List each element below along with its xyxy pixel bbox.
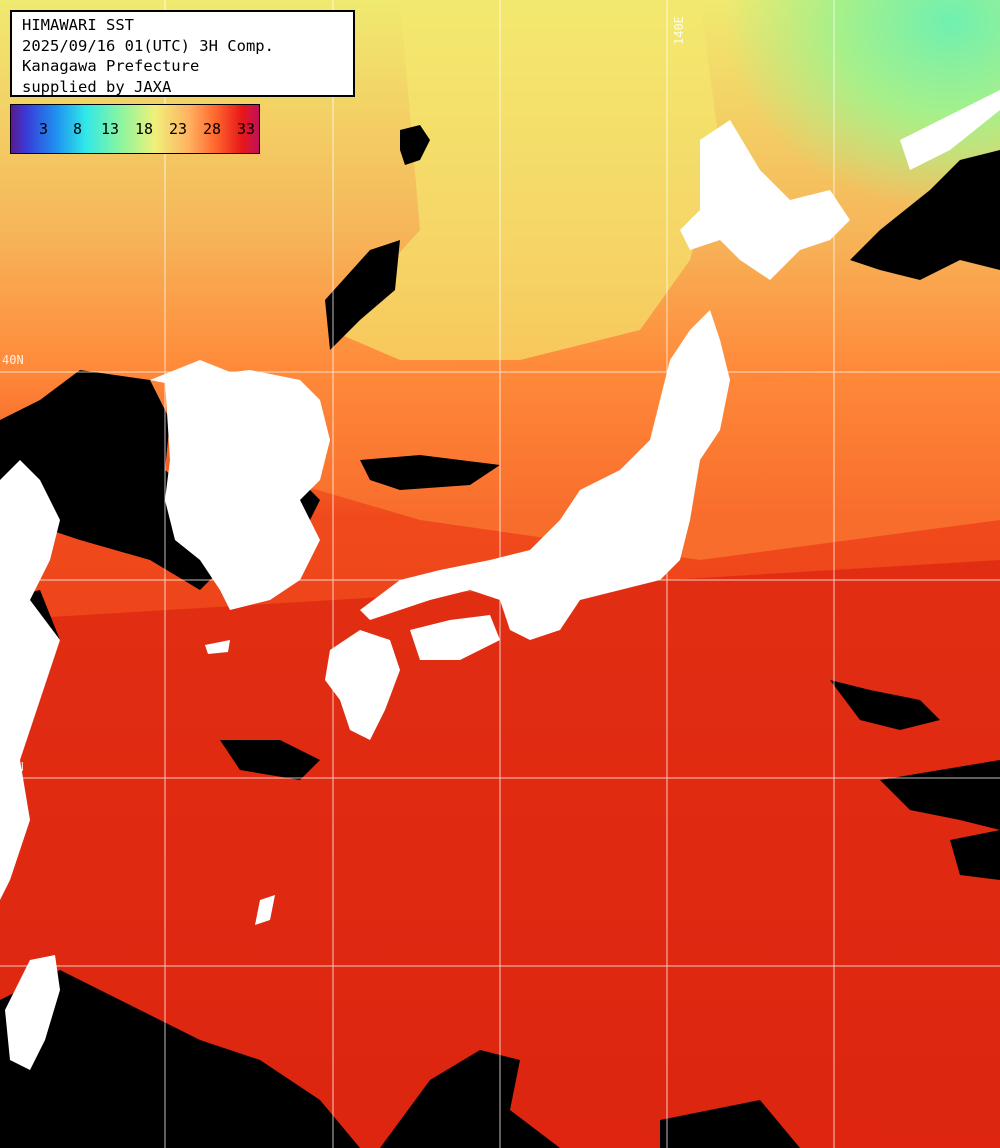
temperature-legend: 3 8 13 18 23 28 33 [10, 104, 260, 154]
land-island-2 [255, 895, 275, 925]
legend-tick: 3 [39, 120, 49, 138]
legend-tick: 23 [169, 120, 188, 138]
legend-tick: 33 [237, 120, 256, 138]
land-shikoku [410, 615, 500, 660]
land-masses [0, 90, 1000, 1070]
legend-tick: 13 [101, 120, 120, 138]
cloud-east-3 [950, 830, 1000, 880]
land-kyushu [325, 630, 400, 740]
info-supplier: supplied by JAXA [22, 77, 172, 96]
sea-of-japan-cool-water [330, 0, 720, 360]
land-honshu [360, 310, 730, 640]
cloud-far-south-east [660, 1100, 800, 1148]
cloud-southwest [0, 970, 360, 1148]
cloud-cover [0, 150, 1000, 1148]
legend-tick: 8 [73, 120, 83, 138]
land-taiwan [5, 955, 60, 1070]
lat-label-40n: 40N [2, 353, 24, 367]
lat-label-30n: 30N [2, 760, 24, 774]
land-manchuria [150, 360, 250, 390]
land-island-1 [205, 640, 230, 654]
cloud-small-north [400, 125, 430, 165]
info-prefecture: Kanagawa Prefecture [22, 57, 200, 75]
land-hokkaido [680, 120, 850, 280]
cloud-japan-sea-band [360, 455, 500, 490]
cloud-east-1 [830, 680, 940, 730]
cloud-sea-of-japan [325, 240, 400, 350]
cloud-northeast [850, 150, 1000, 280]
info-datetime: 2025/09/16 01(UTC) 3H Comp. [22, 36, 274, 55]
lon-label-140e: 140E [672, 16, 686, 45]
legend-tick: 28 [203, 120, 222, 138]
land-sakhalin-coast [900, 90, 1000, 170]
cloud-south-2 [380, 1050, 560, 1148]
legend-tick: 18 [135, 120, 154, 138]
warm-orange-band [250, 360, 1000, 560]
info-title: HIMAWARI SST [22, 16, 134, 34]
land-china-coast [0, 460, 60, 900]
land-korea [165, 370, 330, 610]
cloud-south-1 [220, 740, 320, 780]
info-box: HIMAWARI SST 2025/09/16 01(UTC) 3H Comp.… [10, 10, 355, 97]
